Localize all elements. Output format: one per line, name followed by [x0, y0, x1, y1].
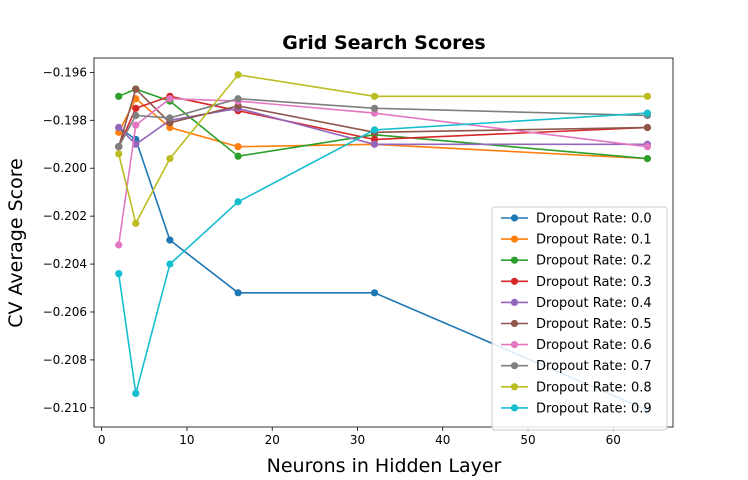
- x-axis-label: Neurons in Hidden Layer: [267, 455, 502, 477]
- legend-swatch-marker: [510, 404, 519, 412]
- legend: Dropout Rate: 0.0 Dropout Rate: 0.1 Dropou…: [491, 206, 668, 431]
- legend-item: Dropout Rate: 0.6: [501, 338, 652, 353]
- data-point: [115, 143, 123, 151]
- legend-swatch-marker: [510, 277, 519, 285]
- data-point: [166, 236, 174, 244]
- x-tick-label: 50: [520, 433, 535, 447]
- data-point: [166, 155, 174, 163]
- legend-item: Dropout Rate: 0.5: [501, 317, 652, 332]
- legend-item: Dropout Rate: 0.3: [501, 275, 652, 290]
- data-point: [115, 123, 123, 132]
- y-tick-label: −0.204: [43, 257, 87, 271]
- series-line: [117, 97, 648, 148]
- data-point: [234, 95, 242, 103]
- legend-label: Dropout Rate: 0.5: [536, 317, 652, 332]
- data-point: [115, 92, 123, 100]
- series-line: [117, 97, 648, 160]
- legend-label: Dropout Rate: 0.9: [536, 401, 652, 416]
- legend-label: Dropout Rate: 0.2: [536, 254, 652, 269]
- legend-item: Dropout Rate: 0.9: [501, 401, 652, 416]
- x-tick-label: 30: [350, 433, 365, 447]
- legend-swatch-marker: [510, 298, 519, 306]
- data-point: [234, 289, 242, 297]
- data-point: [643, 155, 652, 163]
- series-8: [115, 71, 652, 227]
- legend-swatch-marker: [510, 341, 519, 349]
- legend-swatch-marker: [510, 235, 519, 243]
- x-tick-label: 20: [265, 433, 280, 447]
- legend-swatch-marker: [510, 319, 519, 328]
- legend-label: Dropout Rate: 0.1: [536, 233, 652, 248]
- legend-item: Dropout Rate: 0.8: [501, 380, 652, 395]
- legend-swatch-marker: [510, 214, 519, 222]
- data-point: [370, 126, 379, 134]
- legend-label: Dropout Rate: 0.3: [536, 275, 652, 290]
- data-point: [132, 389, 140, 398]
- data-point: [166, 114, 174, 122]
- legend-label: Dropout Rate: 0.7: [536, 359, 652, 374]
- x-tick-label: 0: [98, 433, 106, 447]
- chart-title: Grid Search Scores: [282, 32, 485, 54]
- series-line: [117, 112, 648, 394]
- legend-swatch-marker: [510, 362, 519, 370]
- data-point: [132, 85, 140, 93]
- y-tick-label: −0.196: [43, 65, 87, 79]
- x-tick-label: 40: [435, 433, 450, 447]
- data-point: [115, 241, 123, 249]
- y-tick-label: −0.208: [43, 353, 87, 367]
- legend-item: Dropout Rate: 0.2: [501, 254, 652, 269]
- data-point: [115, 150, 123, 158]
- y-axis-label: CV Average Score: [5, 158, 27, 328]
- data-point: [132, 104, 140, 112]
- y-tick-label: −0.198: [43, 113, 87, 127]
- legend-item: Dropout Rate: 0.1: [501, 233, 652, 248]
- data-point: [234, 198, 242, 206]
- x-tick-label: 60: [606, 433, 621, 447]
- data-point: [370, 104, 379, 112]
- legend-item: Dropout Rate: 0.7: [501, 359, 652, 374]
- legend-item: Dropout Rate: 0.0: [501, 212, 652, 227]
- x-tick-label: 10: [179, 433, 194, 447]
- series-9: [115, 109, 652, 398]
- data-point: [166, 95, 174, 103]
- legend-label: Dropout Rate: 0.0: [536, 212, 652, 227]
- data-point: [132, 219, 140, 227]
- data-point: [166, 260, 174, 268]
- data-point: [115, 270, 123, 278]
- plot-border: [93, 57, 674, 428]
- y-axis: −0.210 −0.208 −0.206 −0.204 −0.202 −0.200 −0.1…: [43, 65, 94, 415]
- data-point: [234, 143, 242, 151]
- data-point: [370, 289, 379, 297]
- data-point: [234, 152, 242, 160]
- legend-swatch-marker: [510, 256, 519, 264]
- series-line: [117, 73, 648, 226]
- legend-swatch-marker: [510, 383, 519, 391]
- legend-label: Dropout Rate: 0.4: [536, 296, 652, 311]
- y-tick-label: −0.202: [43, 209, 87, 223]
- data-point: [234, 71, 242, 79]
- x-axis: 0 10 20 30 40 50 60: [98, 427, 621, 447]
- data-point: [370, 140, 379, 148]
- y-tick-label: −0.200: [43, 161, 87, 175]
- series-line: [117, 87, 648, 147]
- data-point: [643, 109, 652, 117]
- data-point: [643, 143, 652, 151]
- series-6: [115, 95, 652, 249]
- y-tick-label: −0.210: [43, 401, 87, 415]
- data-point: [132, 111, 140, 120]
- data-point: [643, 123, 652, 132]
- legend-box: [491, 206, 668, 431]
- series-7: [115, 95, 652, 151]
- series-line: [117, 97, 648, 246]
- data-point: [132, 121, 140, 129]
- y-tick-label: −0.206: [43, 305, 87, 319]
- legend-label: Dropout Rate: 0.6: [536, 338, 652, 353]
- data-point: [643, 92, 652, 100]
- legend-label: Dropout Rate: 0.8: [536, 380, 652, 395]
- data-point: [370, 92, 379, 100]
- legend-item: Dropout Rate: 0.4: [501, 296, 652, 311]
